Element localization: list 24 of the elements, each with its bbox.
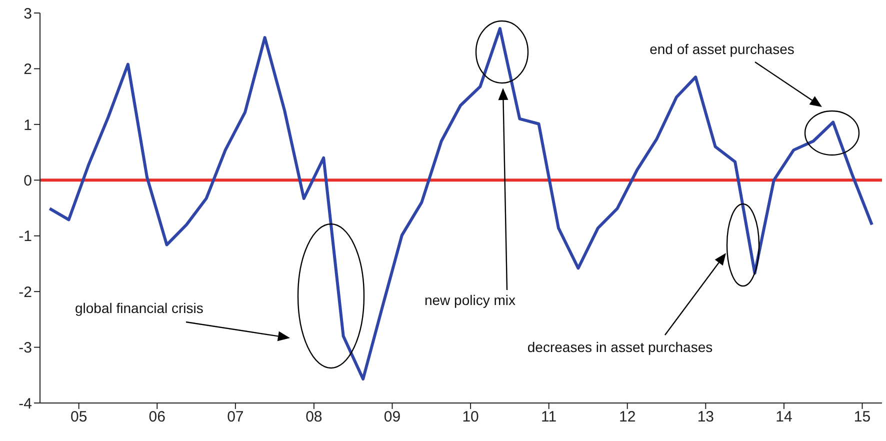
x-tick-label: 08 bbox=[306, 408, 322, 426]
annotation: new policy mix bbox=[424, 292, 516, 308]
y-tick-label: -2 bbox=[18, 284, 32, 301]
x-tick-label: 10 bbox=[462, 408, 479, 426]
y-tick-label: 1 bbox=[24, 116, 32, 134]
annotation: decreases in asset purchases bbox=[527, 339, 713, 355]
annotation: end of asset purchases bbox=[650, 41, 794, 57]
y-tick-label: 3 bbox=[24, 5, 32, 22]
x-tick-label: 06 bbox=[148, 408, 166, 426]
x-tick-label: 15 bbox=[854, 408, 871, 426]
y-tick-label: -3 bbox=[18, 340, 32, 357]
x-tick-label: 07 bbox=[227, 408, 244, 426]
y-tick-label: -1 bbox=[18, 228, 32, 246]
y-tick-label: 0 bbox=[24, 172, 32, 190]
x-tick-label: 11 bbox=[541, 408, 557, 426]
x-tick-label: 12 bbox=[619, 408, 636, 426]
y-tick-label: -4 bbox=[18, 395, 32, 412]
x-tick-label: 14 bbox=[776, 408, 792, 426]
annotation: global financial crisis bbox=[75, 300, 204, 316]
line-series bbox=[48, 27, 874, 381]
x-tick-label: 13 bbox=[697, 408, 714, 426]
x-tick-label: 05 bbox=[70, 408, 88, 426]
y-tick-label: 2 bbox=[24, 61, 32, 78]
x-tick-label: 09 bbox=[384, 408, 401, 426]
